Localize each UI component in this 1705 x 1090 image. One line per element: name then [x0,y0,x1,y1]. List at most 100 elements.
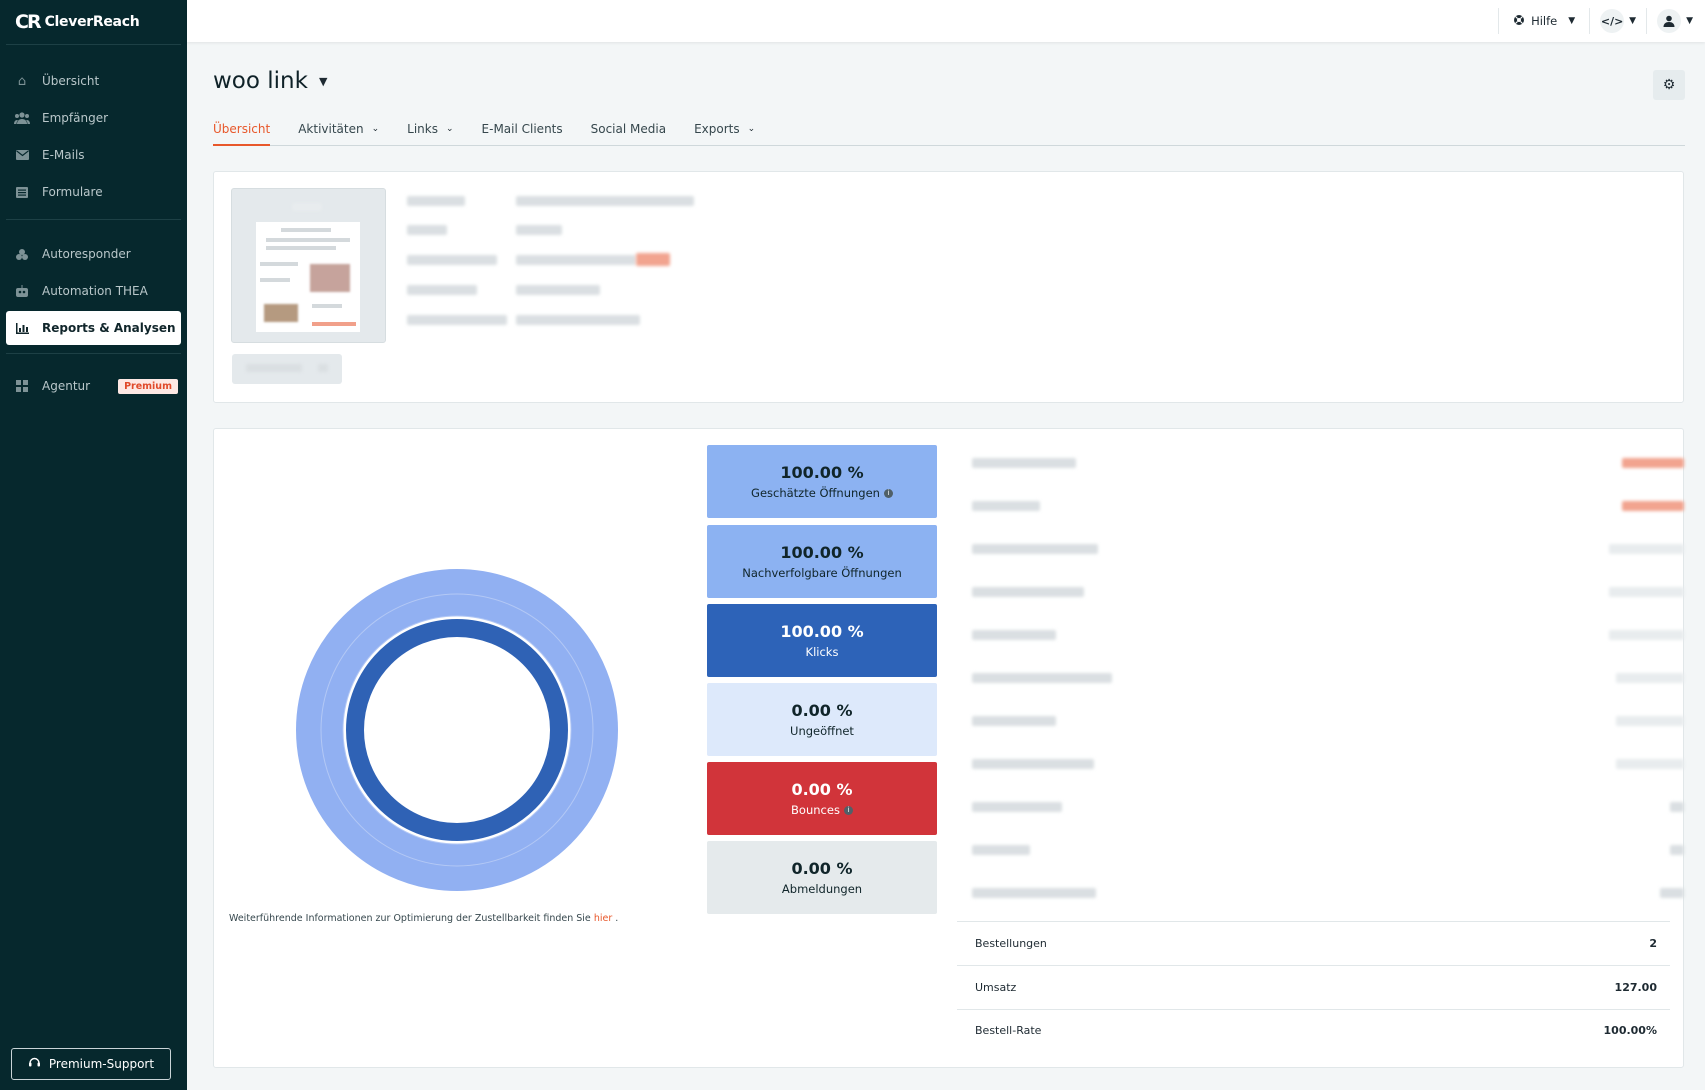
preview-line [312,322,356,326]
detail-label-blur [407,255,497,265]
metric-value-blur [1616,673,1684,683]
preview-page [256,222,360,332]
stat-unsubscribes[interactable]: 0.00 % Abmeldungen [707,841,937,914]
sidebar-nav-secondary: Autoresponder Automation THEA Reports & … [0,220,187,345]
preview-image [310,264,350,292]
detail-label-blur [407,315,507,325]
sidebar-item-label: Autoresponder [42,247,131,261]
stat-trackable-opens[interactable]: 100.00 % Nachverfolgbare Öffnungen [707,525,937,598]
top-bar-actions: Hilfe ▼ </> ▼ ▼ [1488,0,1693,42]
donut-ring-separator [320,593,594,867]
premium-support-button[interactable]: Premium-Support [11,1048,171,1080]
chevron-down-icon: ⌄ [747,124,756,134]
top-divider [1646,8,1648,34]
help-menu[interactable]: Hilfe ▼ [1509,14,1579,29]
preview-line [266,238,350,242]
headset-icon [28,1056,41,1072]
metric-divider [957,965,1670,966]
metric-label-blur [972,888,1096,898]
footnote-link[interactable]: hier [593,913,613,924]
robot-icon [14,285,30,297]
preview-blur [292,203,322,211]
users-icon [14,112,30,124]
metric-value-blur [1616,759,1684,769]
info-icon[interactable]: i [843,805,853,815]
metric-label-blur [972,673,1112,683]
stat-estimated-opens[interactable]: 100.00 % Geschätzte Öffnungen i [707,445,937,518]
tab-links[interactable]: Links ⌄ [407,112,453,146]
metric-label-blur [972,759,1094,769]
sidebar-divider [6,353,181,354]
preview-blur [318,364,328,372]
autoresponder-icon [14,248,30,261]
settings-button[interactable]: ⚙ [1653,70,1685,100]
metric-value-blur [1609,544,1684,554]
tab-email-clients[interactable]: E-Mail Clients [482,112,563,146]
tab-label: Übersicht [213,122,271,136]
sidebar-item-forms[interactable]: Formulare [6,175,181,209]
metric-label: Umsatz [975,981,1017,994]
sidebar-item-overview[interactable]: ⌂ Übersicht [6,64,181,98]
envelope-icon [14,150,30,160]
stat-value: 0.00 % [791,701,853,720]
sidebar-item-autoresponder[interactable]: Autoresponder [6,237,181,271]
metric-row-revenue: Umsatz 127.00 [957,966,1670,1009]
preview-line [281,228,331,232]
detail-value-blur [516,196,694,206]
metric-value-blur [1609,630,1684,640]
metric-value: 2 [1649,937,1657,950]
chevron-down-icon: ⌄ [371,124,380,134]
user-avatar-icon [1657,9,1682,33]
detail-value-blur [516,255,636,265]
sidebar-item-reports[interactable]: Reports & Analysen [6,311,181,345]
chevron-down-icon: ▼ [318,74,328,88]
page-title[interactable]: woo link ▼ [213,68,327,94]
statistics-card: Weiterführende Informationen zur Optimie… [213,428,1684,1068]
stat-unopened[interactable]: 0.00 % Ungeöffnet [707,683,937,756]
chevron-down-icon: ▼ [1629,16,1637,26]
tab-label: E-Mail Clients [481,122,563,136]
tab-label: Aktivitäten [298,122,364,136]
sidebar-item-label: Automation THEA [42,284,148,298]
sidebar-divider [6,219,181,220]
stat-clicks[interactable]: 100.00 % Klicks [707,604,937,677]
tab-overview[interactable]: Übersicht [213,112,271,146]
mailing-details-card [213,171,1684,403]
sidebar: CR CleverReach ⌂ Übersicht Empfänger E-M… [0,0,187,1090]
premium-badge: Premium [118,378,178,394]
developer-menu[interactable]: </> ▼ [1600,9,1636,33]
metric-label-blur [972,458,1076,468]
user-menu[interactable]: ▼ [1657,9,1693,33]
email-preview-thumbnail[interactable] [231,188,386,343]
metric-value: 127.00 [1614,981,1657,994]
top-divider [1589,8,1591,34]
tab-exports[interactable]: Exports ⌄ [694,112,755,146]
tab-social-media[interactable]: Social Media [591,112,666,146]
stat-bounces[interactable]: 0.00 % Bounces i [707,762,937,835]
stat-value: 100.00 % [780,463,864,482]
metric-label-blur [972,544,1098,554]
stat-label-row: Abmeldungen [782,882,862,896]
form-icon [14,186,30,198]
detail-value-blur [516,285,600,295]
tab-label: Links [407,122,438,136]
premium-support-label: Premium-Support [48,1057,155,1071]
sidebar-item-automation[interactable]: Automation THEA [6,274,181,308]
info-icon[interactable]: i [883,488,893,498]
sidebar-item-recipients[interactable]: Empfänger [6,101,181,135]
stat-label-row: Bounces i [791,803,853,817]
metric-label-blur [972,501,1040,511]
tab-activities[interactable]: Aktivitäten ⌄ [298,112,379,146]
sidebar-item-label: Agentur [42,379,91,393]
metric-divider [957,921,1670,922]
stat-label: Ungeöffnet [790,724,854,738]
sidebar-item-label: Reports & Analysen [42,321,176,335]
brand-logo[interactable]: CR CleverReach [0,0,187,44]
tab-label: Social Media [590,122,667,136]
sidebar-item-emails[interactable]: E-Mails [6,138,181,172]
metric-row-order-rate: Bestell-Rate 100.00% [957,1009,1670,1052]
sidebar-item-agency[interactable]: Agentur Premium [6,369,181,403]
preview-button[interactable] [232,354,342,384]
code-icon: </> [1600,9,1625,33]
donut-gap [343,616,571,844]
